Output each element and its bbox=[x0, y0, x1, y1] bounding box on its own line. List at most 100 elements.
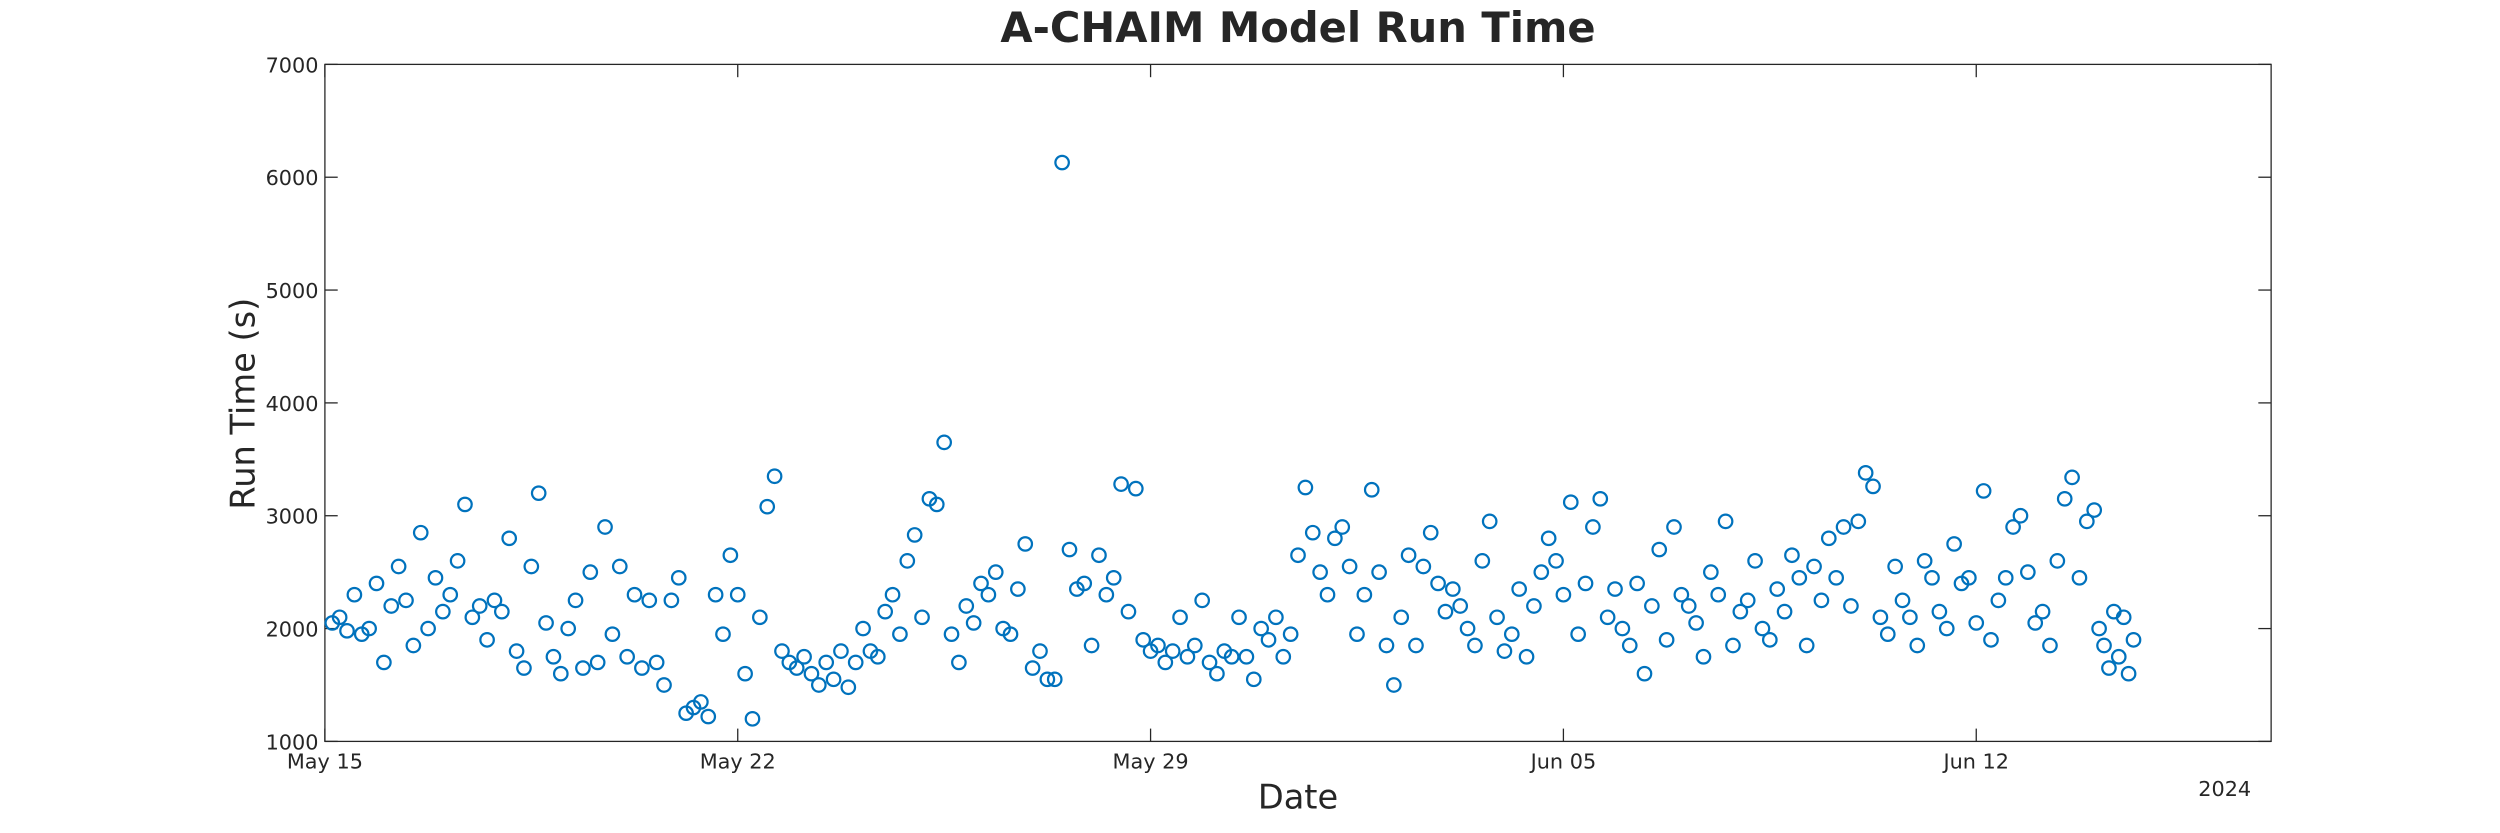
point bbox=[2064, 469, 2080, 486]
point bbox=[1909, 637, 1926, 654]
point bbox=[1629, 575, 1645, 592]
point bbox=[958, 598, 975, 614]
point bbox=[1017, 536, 1034, 552]
point bbox=[1931, 603, 1948, 620]
point bbox=[545, 648, 562, 665]
point bbox=[1636, 665, 1653, 682]
point bbox=[457, 496, 473, 513]
point bbox=[405, 637, 422, 654]
point bbox=[825, 671, 842, 688]
point bbox=[951, 654, 967, 671]
point bbox=[1872, 609, 1889, 626]
point bbox=[1290, 547, 1306, 564]
point bbox=[2096, 637, 2112, 654]
point bbox=[420, 620, 436, 637]
point bbox=[2027, 615, 2044, 631]
point bbox=[634, 660, 650, 676]
point bbox=[1857, 465, 1874, 481]
point bbox=[1231, 609, 1247, 626]
point bbox=[560, 620, 577, 637]
point bbox=[2101, 660, 2117, 676]
point bbox=[641, 592, 658, 609]
point bbox=[1223, 648, 1240, 665]
x-tick-label: May 22 bbox=[700, 750, 776, 774]
point bbox=[619, 648, 636, 665]
point bbox=[1452, 598, 1469, 614]
point bbox=[1304, 524, 1321, 541]
point bbox=[2115, 609, 2132, 626]
point bbox=[1201, 654, 1218, 671]
point bbox=[1010, 581, 1026, 597]
point bbox=[1083, 637, 1100, 654]
point bbox=[1555, 586, 1572, 603]
point bbox=[715, 626, 731, 643]
point bbox=[759, 498, 776, 515]
point bbox=[471, 598, 488, 614]
point bbox=[1098, 586, 1115, 603]
point bbox=[737, 665, 753, 682]
point bbox=[575, 660, 591, 676]
point bbox=[1592, 490, 1609, 507]
point bbox=[2091, 620, 2107, 637]
point bbox=[597, 519, 613, 535]
point bbox=[538, 615, 554, 631]
point bbox=[1150, 637, 1166, 654]
point bbox=[877, 603, 894, 620]
point bbox=[1688, 615, 1704, 631]
point bbox=[1260, 632, 1277, 648]
point bbox=[2110, 648, 2127, 665]
point bbox=[1437, 603, 1454, 620]
point bbox=[501, 530, 518, 547]
point bbox=[626, 586, 643, 603]
point bbox=[1644, 598, 1660, 614]
point bbox=[1194, 592, 1211, 609]
chart-title: A-CHAIM Model Run Time bbox=[1000, 3, 1595, 52]
point bbox=[648, 654, 665, 671]
point bbox=[803, 665, 820, 682]
point bbox=[1865, 478, 1881, 495]
point bbox=[2125, 632, 2142, 648]
point bbox=[1820, 530, 1837, 547]
point bbox=[1046, 671, 1063, 688]
point bbox=[729, 586, 746, 603]
point bbox=[987, 564, 1004, 580]
x-year-label: 2024 bbox=[2198, 777, 2251, 801]
point bbox=[1791, 569, 1808, 586]
point bbox=[346, 586, 363, 603]
point bbox=[1363, 481, 1380, 498]
point bbox=[1422, 524, 1439, 541]
point bbox=[449, 553, 466, 569]
point bbox=[1297, 479, 1314, 496]
point bbox=[833, 643, 849, 659]
point bbox=[1061, 541, 1078, 558]
point bbox=[847, 654, 864, 671]
point bbox=[928, 496, 945, 513]
point bbox=[1717, 513, 1734, 530]
point bbox=[1415, 558, 1432, 575]
point bbox=[1319, 586, 1336, 603]
point bbox=[1386, 677, 1402, 693]
point bbox=[1607, 581, 1623, 597]
point bbox=[2042, 637, 2058, 654]
point bbox=[1002, 626, 1019, 643]
point bbox=[1879, 626, 1896, 643]
point bbox=[2034, 603, 2051, 620]
point bbox=[1585, 519, 1601, 535]
point bbox=[1408, 637, 1424, 654]
point bbox=[523, 558, 540, 575]
point bbox=[693, 694, 709, 710]
y-tick-label: 4000 bbox=[266, 392, 319, 416]
point bbox=[722, 547, 739, 564]
point bbox=[1511, 581, 1528, 597]
point bbox=[530, 485, 547, 502]
point bbox=[589, 654, 606, 671]
point bbox=[1503, 626, 1520, 643]
point bbox=[796, 648, 812, 665]
point bbox=[869, 648, 886, 665]
point bbox=[1540, 530, 1557, 547]
x-tick-label: Jun 12 bbox=[1941, 750, 2009, 774]
point bbox=[1843, 598, 1859, 614]
point bbox=[1621, 637, 1638, 654]
point bbox=[2049, 553, 2066, 569]
